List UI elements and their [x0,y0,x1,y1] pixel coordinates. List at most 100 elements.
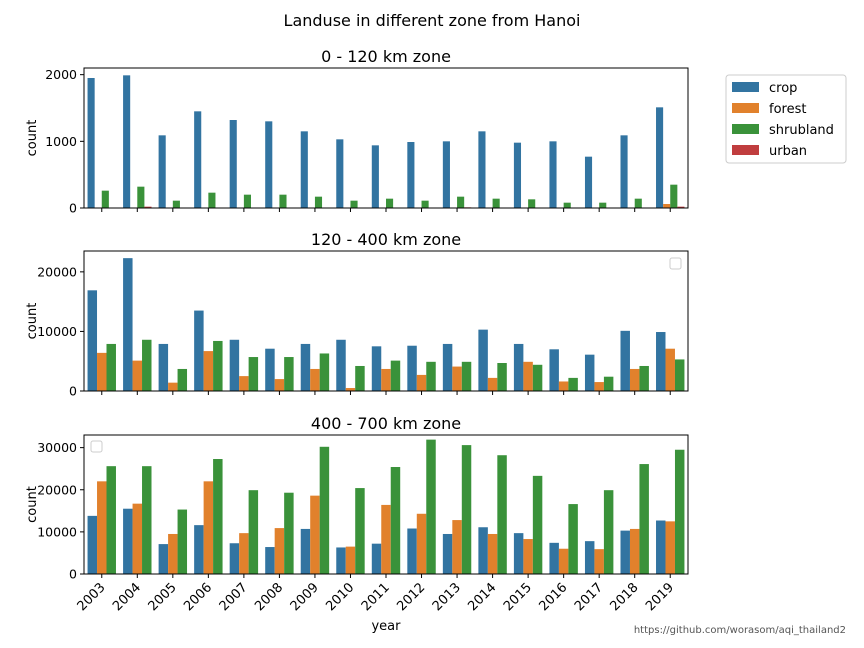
x-tick-label: 2012 [394,580,428,614]
bar-shrubland-2013 [461,361,472,391]
bar-shrubland-2007 [248,357,259,391]
bar-shrubland-2008 [284,492,294,574]
subplot-2: 120 - 400 km zone 0 10000 20000 count [25,230,689,399]
bar-crop-2010 [336,339,346,391]
bar-forest-2012 [416,513,427,574]
bar-crop-2013 [442,533,453,574]
bar-crop-2014 [478,131,486,208]
bar-forest-2019 [665,521,675,574]
bar-forest-2015 [523,539,533,574]
legend-swatch-shrubland [732,124,759,134]
x-tick-label: 2019 [643,580,677,614]
bar-shrubland-2011 [390,360,401,391]
bar-shrubland-2005 [177,509,188,574]
bar-crop-2009 [300,528,311,574]
bar-crop-2003 [87,290,98,391]
bar-forest-2015 [523,361,533,391]
bar-crop-2017 [584,354,595,391]
legend: crop forest shrubland urban [725,74,847,164]
bar-shrubland-2011 [386,198,394,208]
bar-shrubland-2003 [101,190,109,208]
bar-forest-2009 [310,495,320,574]
bar-forest-2005 [168,533,178,574]
axes-frame [83,67,689,209]
bar-crop-2010 [336,139,344,208]
bar-forest-2003 [97,481,107,574]
bar-crop-2018 [620,135,628,208]
bar-forest-2006 [203,481,214,574]
bar-forest-2017 [594,382,604,391]
bar-crop-2008 [265,348,275,391]
watermark-text: https://github.com/worasom/aqi_thailand2 [634,625,846,636]
bar-crop-2005 [158,135,166,208]
bar-crop-2017 [584,156,593,208]
bar-crop-2011 [371,543,382,574]
bar-shrubland-2012 [426,361,436,391]
y-tick-label: 2000 [45,67,77,82]
figure-title: Landuse in different zone from Hanoi [284,11,581,30]
bar-crop-2015 [513,343,524,391]
bar-crop-2008 [265,547,275,574]
bar-crop-2012 [407,345,417,391]
bar-crop-2009 [300,131,308,208]
bar-crop-2008 [265,121,273,208]
bar-forest-2007 [239,533,249,574]
y-axis-label: count [25,486,40,523]
bar-crop-2016 [549,542,559,574]
bar-shrubland-2014 [492,198,500,208]
legend-label-crop: crop [769,81,797,96]
bar-urban-2004 [144,206,152,208]
bar-shrubland-2015 [532,475,543,574]
x-tick-label: 2008 [252,580,286,614]
bar-crop-2006 [194,525,204,574]
x-tick-label: 2007 [217,580,251,614]
bar-crop-2018 [620,330,630,391]
bar-shrubland-2015 [532,364,543,391]
bar-forest-2019 [663,204,671,208]
bar-urban-2019 [677,206,685,208]
bar-forest-2016 [558,381,569,391]
bar-crop-2009 [300,343,311,391]
bar-crop-2004 [123,75,131,208]
bar-shrubland-2006 [213,459,223,574]
bar-crop-2005 [158,544,169,574]
bar-forest-2017 [594,549,604,574]
bar-forest-2005 [168,382,178,391]
bar-shrubland-2015 [528,199,536,208]
bar-shrubland-2019 [670,184,678,208]
bar-forest-2012 [416,374,427,391]
bar-forest-2011 [381,504,391,574]
bar-shrubland-2006 [213,340,223,391]
x-axis-label: year [371,619,401,634]
bar-shrubland-2006 [208,192,216,208]
bar-shrubland-2005 [177,368,188,391]
bar-crop-2011 [371,145,379,208]
bar-crop-2019 [656,332,666,391]
bar-shrubland-2011 [390,467,401,574]
bar-crop-2006 [194,310,204,391]
bar-forest-2010 [345,388,356,391]
bar-forest-2009 [310,368,320,391]
bar-shrubland-2004 [137,186,145,208]
x-tick-label: 2004 [110,580,144,614]
subplot-title: 0 - 120 km zone [321,47,451,66]
bar-shrubland-2003 [106,343,116,391]
bar-crop-2019 [656,107,664,208]
bar-shrubland-2010 [355,365,365,391]
legend-frame [725,74,847,164]
subplot-1: 0 - 120 km zone 0 1000 2000 count [25,47,689,216]
bar-crop-2012 [407,528,417,574]
y-axis-label: count [25,120,40,157]
bar-crop-2014 [478,329,488,391]
bar-forest-2006 [203,351,214,391]
bar-crop-2005 [158,343,169,391]
bar-shrubland-2014 [497,455,507,574]
bar-shrubland-2019 [674,359,685,391]
bar-forest-2004 [132,503,143,574]
bar-shrubland-2003 [106,466,116,574]
y-tick-label: 1000 [45,134,77,149]
subplot-title: 400 - 700 km zone [311,414,461,433]
bar-forest-2003 [97,352,107,391]
